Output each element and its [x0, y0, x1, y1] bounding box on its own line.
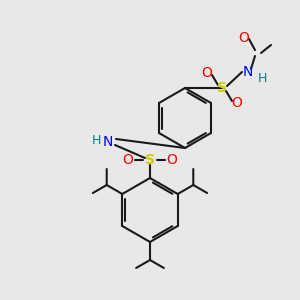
- Text: S: S: [217, 81, 227, 95]
- Text: O: O: [167, 153, 177, 167]
- Text: N: N: [103, 135, 113, 149]
- Text: O: O: [202, 66, 212, 80]
- Text: S: S: [145, 153, 155, 167]
- Text: H: H: [257, 71, 267, 85]
- Text: N: N: [243, 65, 253, 79]
- Text: O: O: [123, 153, 134, 167]
- Text: O: O: [232, 96, 242, 110]
- Text: O: O: [238, 31, 249, 45]
- Text: H: H: [91, 134, 101, 146]
